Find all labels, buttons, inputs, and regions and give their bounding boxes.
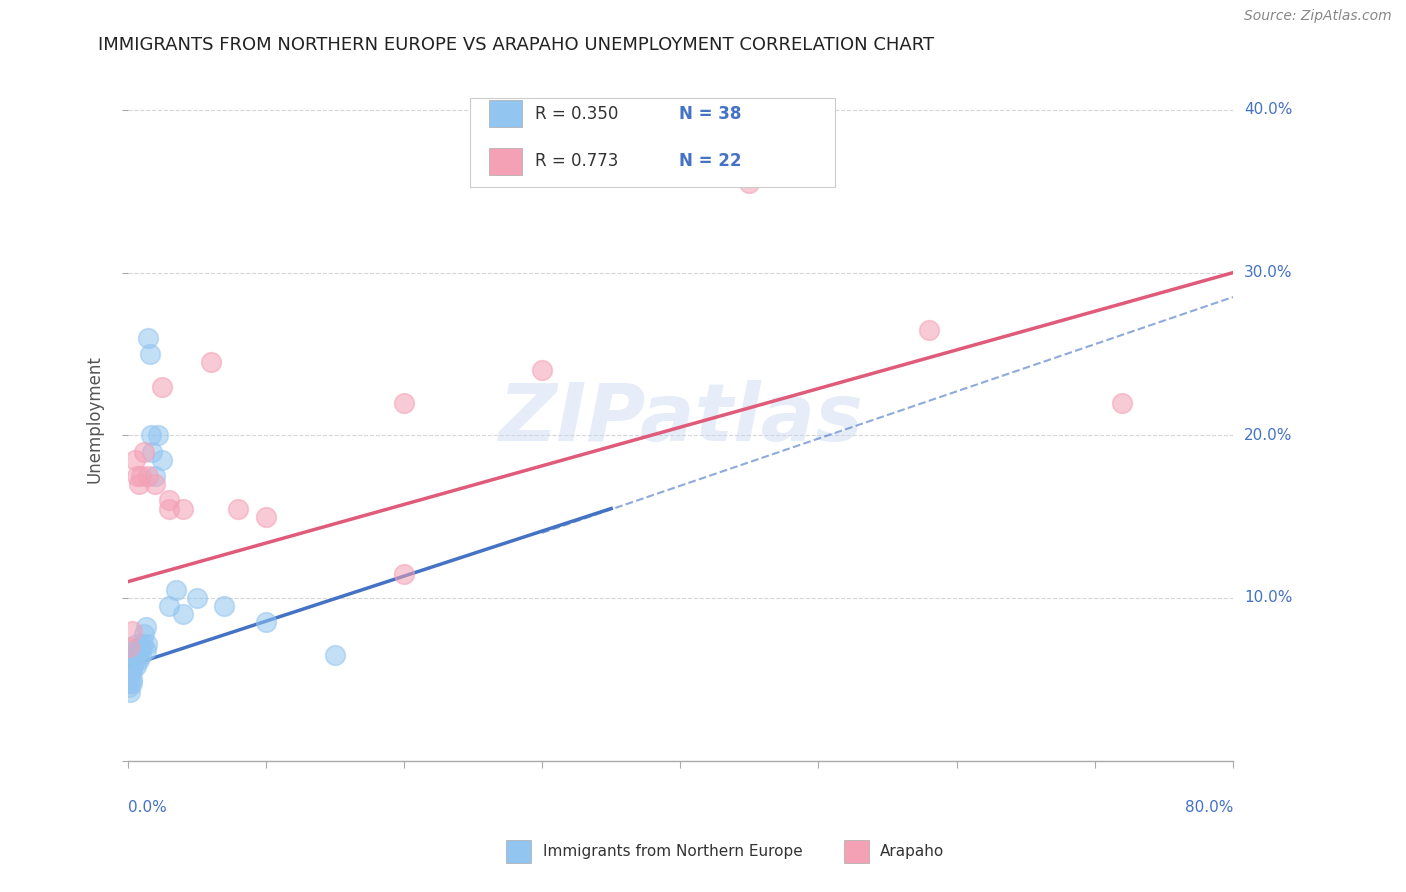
Point [120,685,142,699]
Text: 40.0%: 40.0% [1244,103,1292,118]
Point [122,659,145,673]
Point [120,675,142,690]
Point [128,653,150,667]
Point [186,591,208,605]
Point [214,599,236,614]
Point [323,648,346,662]
Point [131,469,153,483]
FancyBboxPatch shape [489,148,522,175]
Point [136,469,159,483]
Point [143,477,166,491]
Point [150,379,173,393]
Point [125,659,148,673]
Point [157,501,180,516]
Point [392,396,415,410]
Text: R = 0.350: R = 0.350 [536,104,619,123]
Y-axis label: Unemployment: Unemployment [86,355,103,483]
Point [146,428,169,442]
Point [1111,396,1133,410]
Point [124,643,146,657]
Text: ZIPatlas: ZIPatlas [498,380,863,458]
Point [134,444,156,458]
Point [254,509,277,524]
Point [118,640,141,654]
Point [141,444,163,458]
Text: N = 22: N = 22 [679,153,742,170]
Point [127,469,149,483]
Text: 20.0%: 20.0% [1244,428,1292,442]
Point [131,648,153,662]
Point [165,582,187,597]
Text: Immigrants from Northern Europe: Immigrants from Northern Europe [543,845,803,859]
Point [738,176,761,190]
Point [392,566,415,581]
Text: 10.0%: 10.0% [1244,591,1292,606]
Point [128,640,150,654]
Point [118,681,141,695]
Point [121,624,143,638]
FancyBboxPatch shape [489,100,522,128]
Point [254,615,277,630]
Text: 0.0%: 0.0% [128,799,166,814]
Point [200,355,222,369]
Point [128,477,150,491]
Point [136,331,159,345]
Text: N = 38: N = 38 [679,104,741,123]
Point [124,452,146,467]
Point [226,501,249,516]
Text: Arapaho: Arapaho [880,845,945,859]
Text: 30.0%: 30.0% [1244,265,1292,280]
Point [121,675,143,690]
Point [139,428,162,442]
Point [134,627,156,641]
Point [918,322,941,336]
Text: 80.0%: 80.0% [1185,799,1233,814]
Text: Source: ZipAtlas.com: Source: ZipAtlas.com [1244,9,1392,23]
Point [135,643,157,657]
Point [132,636,155,650]
Text: R = 0.773: R = 0.773 [536,153,619,170]
Point [531,363,554,377]
Point [122,656,145,670]
Point [172,607,194,622]
Point [157,599,180,614]
Point [136,636,159,650]
Point [172,501,194,516]
Point [129,643,152,657]
Point [125,648,148,662]
Text: IMMIGRANTS FROM NORTHERN EUROPE VS ARAPAHO UNEMPLOYMENT CORRELATION CHART: IMMIGRANTS FROM NORTHERN EUROPE VS ARAPA… [98,36,935,54]
Point [143,469,166,483]
Point [127,636,149,650]
Point [131,640,153,654]
Point [124,653,146,667]
Point [150,452,173,467]
Point [157,493,180,508]
Point [121,664,143,678]
Point [135,620,157,634]
Point [127,646,149,660]
Point [138,347,160,361]
FancyBboxPatch shape [470,98,835,186]
Point [121,673,143,687]
